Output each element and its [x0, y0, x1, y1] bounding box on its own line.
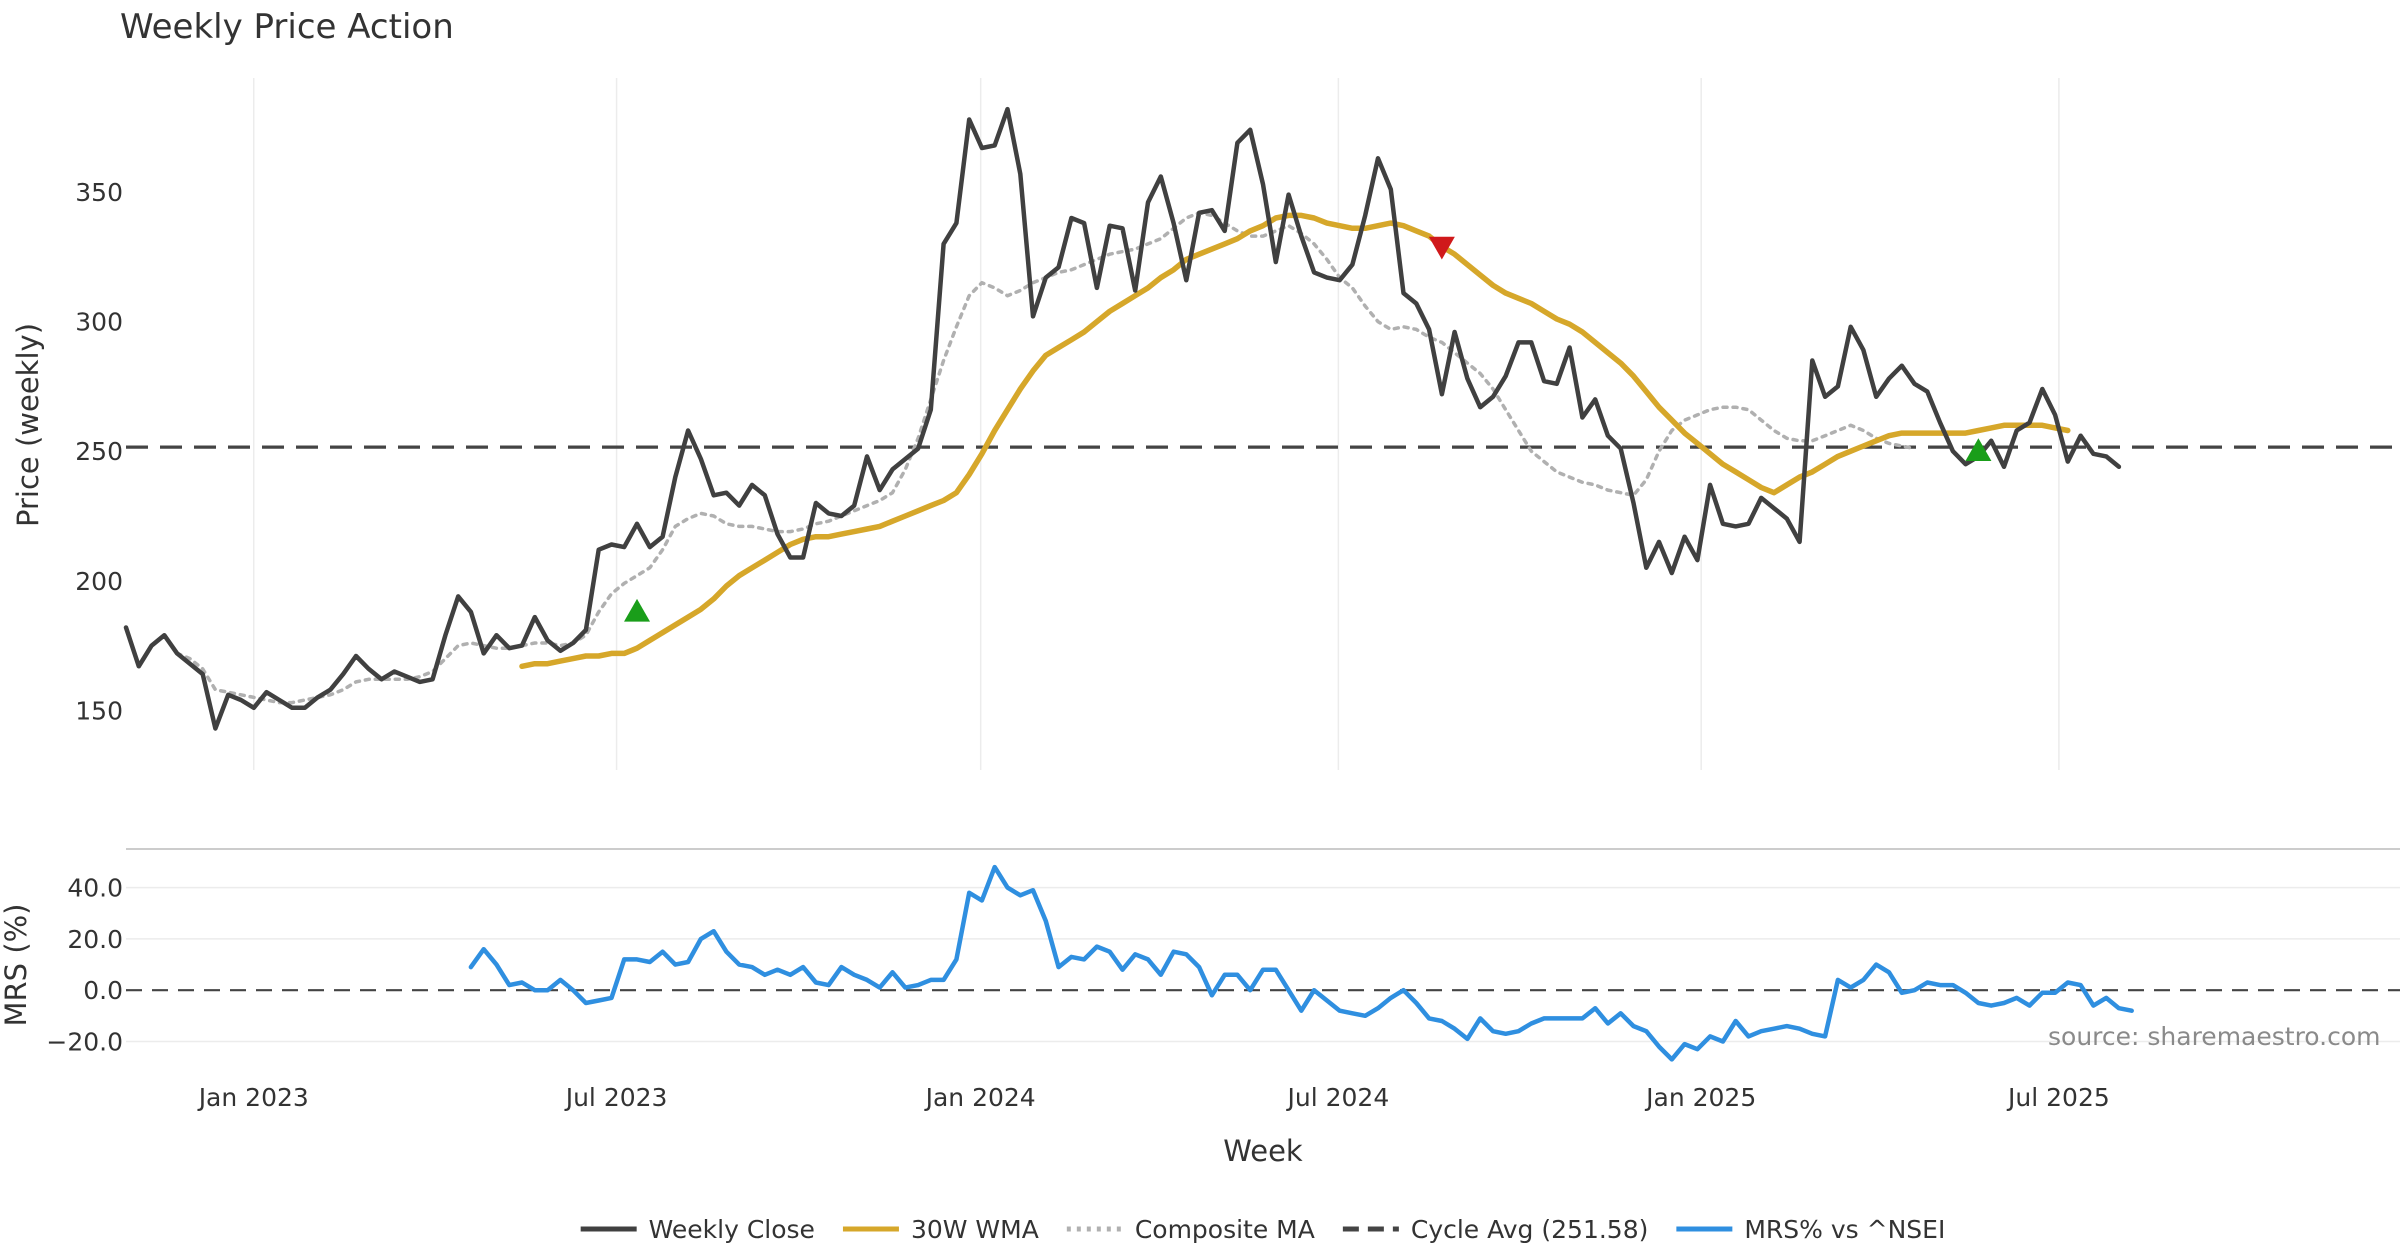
price-tick-250: 250 [75, 437, 123, 466]
source-annotation: source: sharemaestro.com [2048, 1022, 2381, 1051]
price-tick-150: 150 [75, 696, 123, 725]
x-tick-4: Jan 2025 [1644, 1083, 1756, 1112]
legend-label-mrs-vs-nsei: MRS% vs ^NSEI [1744, 1215, 1945, 1244]
x-tick-1: Jul 2023 [564, 1083, 668, 1112]
mrs-tick-0: 40.0 [67, 874, 123, 903]
price-y-ticks: 150 200 250 300 350 [75, 178, 123, 725]
x-axis-label: Week [1223, 1134, 1303, 1168]
price-tick-200: 200 [75, 567, 123, 596]
buy-signal-marker-2 [1965, 438, 1992, 461]
x-tick-3: Jul 2024 [1286, 1083, 1390, 1112]
x-tick-2: Jan 2024 [924, 1083, 1036, 1112]
mrs-tick-1: 20.0 [67, 925, 123, 954]
mrs-y-ticks: 40.0 20.0 0.0 −20.0 [46, 874, 123, 1057]
mrs-tick-2: 0.0 [83, 976, 123, 1005]
legend: Weekly Close 30W WMA Composite MA Cycle Avg… [580, 1215, 1945, 1244]
mrs-tick-3: −20.0 [46, 1027, 123, 1056]
legend-label-composite-ma: Composite MA [1135, 1215, 1315, 1244]
legend-label-30w-wma: 30W WMA [911, 1215, 1039, 1244]
x-tick-0: Jan 2023 [197, 1083, 309, 1112]
x-axis-ticks: Jan 2023 Jul 2023 Jan 2024 Jul 2024 Jan 2025… [197, 1083, 2110, 1112]
series-weekly-close [123, 106, 2122, 731]
buy-signal-marker-0 [624, 598, 651, 622]
sell-signal-marker-1 [1428, 236, 1455, 260]
price-axis-label: Price (weekly) [11, 323, 45, 527]
legend-label-weekly-close: Weekly Close [649, 1215, 815, 1244]
chart-title: Weekly Price Action [120, 7, 454, 47]
signal-markers [624, 236, 1992, 622]
series-lines [123, 106, 2134, 1062]
legend-label-cycle-avg-251-58: Cycle Avg (251.58) [1411, 1215, 1649, 1244]
price-tick-300: 300 [75, 308, 123, 337]
x-tick-5: Jul 2025 [2006, 1083, 2110, 1112]
price-tick-350: 350 [75, 178, 123, 207]
series-mrs-vs-nsei [468, 864, 2134, 1062]
mrs-axis-label: MRS (%) [0, 904, 33, 1027]
reference-lines [126, 445, 2400, 992]
series-30w-wma [519, 212, 2071, 670]
series-composite-ma [175, 211, 1917, 705]
